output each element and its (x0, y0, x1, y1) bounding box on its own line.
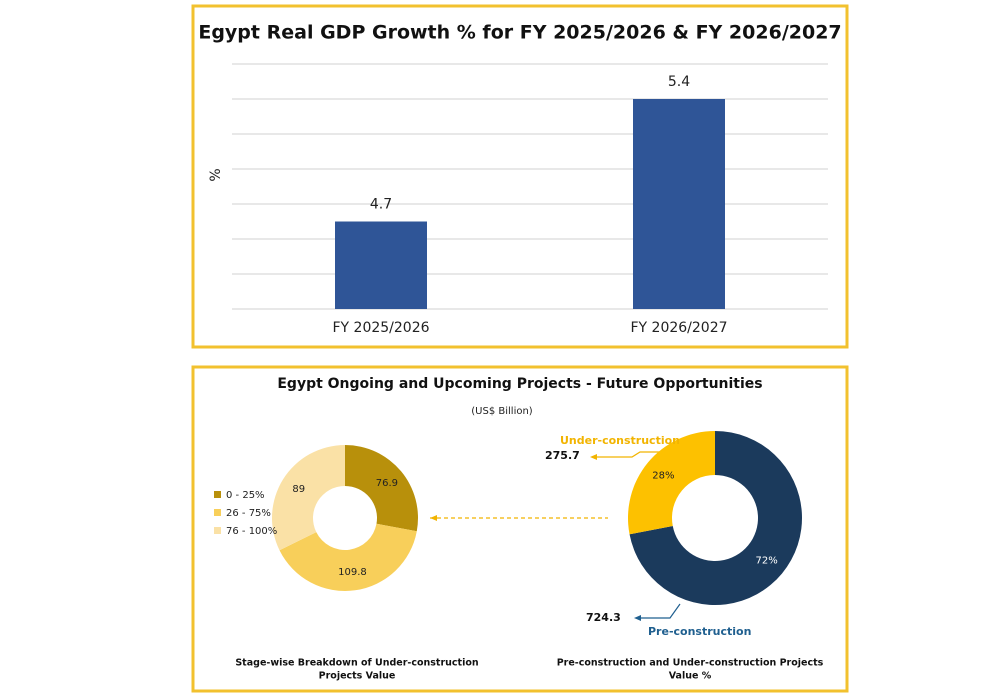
caption: Stage-wise Breakdown of Under-constructi… (235, 658, 479, 669)
panel-title: Egypt Ongoing and Upcoming Projects - Fu… (277, 376, 762, 392)
bar (633, 99, 725, 309)
data-label: 28% (652, 470, 674, 481)
caption: Pre-construction and Under-construction … (557, 658, 824, 669)
caption: Projects Value (319, 671, 396, 682)
data-label: 5.4 (668, 74, 690, 90)
amount-label: 724.3 (586, 611, 621, 624)
donut-slice (629, 431, 803, 605)
donut-slice (279, 523, 417, 591)
arrow-head (634, 615, 641, 621)
x-tick-label: FY 2025/2026 (332, 320, 429, 336)
legend-label: 0 - 25% (226, 490, 265, 501)
caption: Value % (669, 671, 712, 682)
data-label: 76.9 (376, 478, 398, 489)
panel-subtitle: (US$ Billion) (471, 406, 533, 417)
y-axis-label: % (208, 168, 224, 181)
legend-label: 26 - 75% (226, 508, 271, 519)
callout-line (638, 603, 681, 619)
data-label: 4.7 (370, 197, 392, 213)
chart-title: Egypt Real GDP Growth % for FY 2025/2026… (198, 22, 841, 44)
category-label: Pre-construction (648, 625, 751, 638)
arrow-head (430, 515, 437, 521)
legend-swatch (214, 527, 221, 534)
x-tick-label: FY 2026/2027 (630, 320, 727, 336)
donut-slice (628, 431, 715, 535)
donut-slice (271, 445, 345, 551)
bar (335, 221, 427, 309)
donut-slice (345, 445, 418, 532)
amount-label: 275.7 (545, 449, 580, 462)
callout-line (592, 451, 666, 458)
legend-swatch (214, 509, 221, 516)
arrow-head (590, 454, 597, 460)
category-label: Under-construction (560, 434, 680, 447)
data-label: 109.8 (338, 567, 367, 578)
data-label: 89 (292, 484, 305, 495)
panel-border (191, 4, 849, 349)
legend-label: 76 - 100% (226, 526, 277, 537)
legend-swatch (214, 491, 221, 498)
data-label: 72% (756, 556, 778, 567)
panel-border (191, 365, 849, 693)
